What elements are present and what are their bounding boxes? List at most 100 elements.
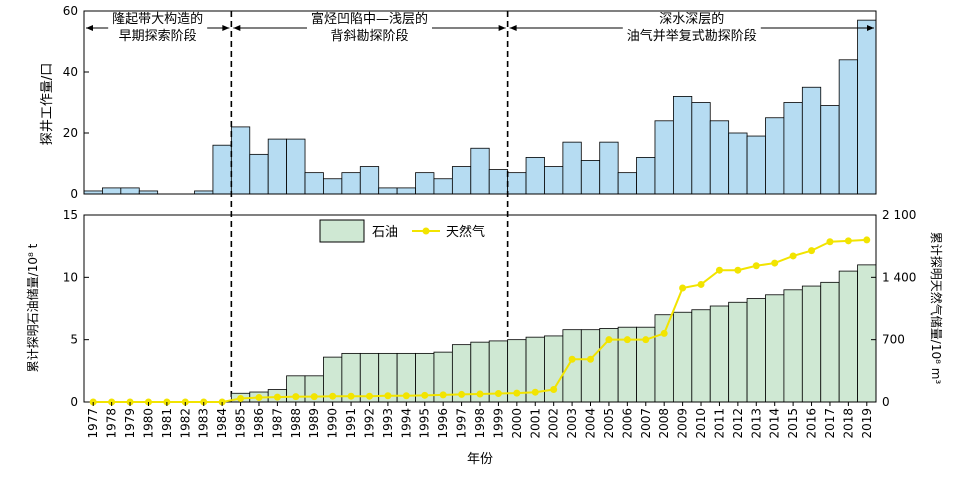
top-bar: [323, 178, 343, 195]
gas-point: [494, 390, 502, 398]
x-tick-label: 2007: [639, 408, 653, 439]
top-bar: [102, 187, 122, 195]
gas-point: [421, 391, 429, 399]
top-y-tick-label: 20: [63, 126, 78, 140]
stage-arrowhead: [509, 25, 517, 31]
gas-point: [476, 390, 484, 398]
gas-point: [660, 329, 668, 337]
x-tick-label: 1994: [399, 408, 413, 439]
x-tick-label: 1996: [436, 408, 450, 439]
gas-point: [715, 266, 723, 274]
gas-point: [789, 252, 797, 260]
top-bar: [709, 120, 730, 195]
gas-point: [273, 393, 281, 401]
chart-legend: 石油 天然气: [319, 219, 485, 243]
x-tick-label: 1979: [123, 408, 137, 439]
gas-point: [458, 390, 466, 398]
top-bar-series: [83, 19, 877, 195]
oil-bar: [654, 314, 674, 403]
oil-bar: [801, 285, 822, 403]
x-tick-label: 1990: [326, 408, 340, 439]
x-tick-label: 2016: [805, 408, 819, 439]
top-bar: [654, 120, 674, 195]
stage-label: 隆起带大构造的: [112, 11, 203, 27]
oil-bar: [709, 305, 730, 403]
x-tick-label: 1981: [160, 408, 174, 439]
gas-point: [679, 284, 687, 292]
oil-bar: [746, 298, 766, 403]
oil-bar: [672, 311, 693, 403]
top-plot-frame: [83, 10, 877, 195]
top-bar: [359, 166, 380, 195]
x-tick-label: 1983: [197, 408, 211, 439]
gas-point: [329, 392, 337, 400]
oil-bar: [857, 264, 877, 403]
gas-point: [605, 336, 613, 344]
bottom-right-y-tick-label: 1 400: [882, 270, 916, 284]
top-bar: [636, 156, 656, 195]
x-tick-label: 2012: [731, 408, 745, 439]
gas-point: [550, 386, 558, 394]
gas-point: [255, 394, 263, 402]
gas-point: [752, 262, 760, 270]
x-tick-label: 1989: [307, 408, 321, 439]
stage-label: 深水深层的: [659, 11, 724, 27]
x-axis-label: 年份: [467, 452, 493, 467]
x-tick-label: 1999: [491, 408, 505, 439]
gas-point: [402, 392, 410, 400]
x-tick-label: 1980: [141, 408, 155, 439]
stage-arrowhead: [867, 25, 874, 31]
top-bar: [488, 169, 509, 195]
top-bar: [230, 126, 251, 195]
top-bar: [304, 172, 324, 195]
top-bar: [820, 105, 840, 195]
x-tick-label: 1984: [215, 408, 229, 439]
oil-bar: [765, 294, 785, 403]
top-bar: [783, 102, 803, 195]
x-tick-label: 2009: [676, 408, 690, 439]
top-bar: [286, 138, 306, 195]
x-tick-label: 2010: [694, 408, 708, 439]
stage-label: 早期探索阶段: [119, 29, 197, 44]
gas-point: [623, 336, 631, 344]
x-tick-label: 2000: [510, 408, 524, 439]
x-tick-label: 1992: [362, 408, 376, 439]
x-tick-label: 2018: [841, 408, 855, 439]
top-bar: [746, 135, 766, 195]
gas-point: [844, 237, 852, 245]
top-bar: [451, 166, 472, 195]
gas-point: [292, 393, 300, 401]
top-bar: [249, 153, 269, 195]
stage-arrowhead: [498, 25, 506, 31]
gas-point: [513, 389, 521, 397]
top-bar: [544, 166, 564, 195]
x-tick-label: 1982: [178, 408, 192, 439]
oil-bar: [691, 309, 711, 403]
top-bar: [433, 178, 453, 195]
stage-arrowhead: [86, 25, 93, 31]
top-bar: [691, 102, 711, 195]
x-tick-label: 1995: [418, 408, 432, 439]
top-bar: [120, 187, 140, 195]
stage-label: 富烃凹陷中—浅层的: [311, 11, 428, 27]
top-bar: [857, 19, 877, 195]
oil-bar: [783, 289, 803, 403]
x-tick-label: 1978: [105, 408, 119, 439]
x-tick-label: 2017: [823, 408, 837, 439]
top-bar: [580, 160, 601, 195]
x-tick-label: 2001: [528, 408, 542, 439]
gas-point: [808, 247, 816, 255]
top-bar: [672, 96, 693, 195]
top-bar: [765, 117, 785, 195]
legend-oil-swatch: [319, 219, 365, 243]
gas-point: [863, 236, 871, 244]
gas-point: [642, 336, 650, 344]
gas-point: [826, 238, 834, 246]
bottom-right-y-tick-label: 0: [882, 395, 890, 409]
x-tick-label: 1998: [473, 408, 487, 439]
x-tick-label: 2011: [712, 408, 726, 439]
top-bar: [415, 172, 435, 195]
gas-point: [365, 392, 373, 400]
top-bar: [617, 172, 637, 195]
